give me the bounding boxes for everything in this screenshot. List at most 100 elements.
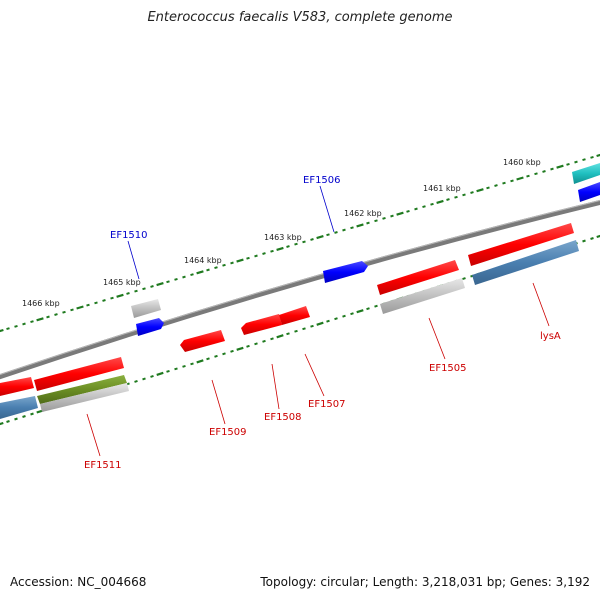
forward-tick	[190, 273, 194, 277]
kbp-ruler: 1460 kbp 1461 kbp 1462 kbp 1463 kbp 1464…	[22, 158, 541, 308]
forward-tick	[406, 209, 410, 213]
forward-tick	[70, 308, 74, 312]
forward-tick	[214, 266, 218, 270]
forward-tick	[6, 327, 10, 331]
forward-tick	[582, 158, 586, 162]
forward-tick	[286, 245, 290, 248]
gene-arrow-cyan[interactable]	[572, 163, 600, 184]
forward-tick	[510, 179, 514, 183]
forward-tick	[86, 303, 90, 307]
reverse-tick	[236, 346, 244, 351]
kbp-label-1465: 1465 kbp	[103, 278, 141, 287]
gene-label-ef1507[interactable]: EF1507	[308, 399, 346, 410]
forward-tick	[446, 198, 450, 201]
gene-arrow-ef1505[interactable]	[377, 260, 459, 295]
gene-arrow-ef1511[interactable]	[37, 375, 127, 404]
gene-arrow-ef1508[interactable]	[241, 314, 282, 335]
forward-tick	[102, 299, 106, 302]
forward-tick	[0, 328, 4, 333]
forward-tick	[134, 289, 138, 293]
forward-tick	[476, 188, 484, 193]
forward-tick	[350, 226, 354, 230]
reverse-tick	[590, 237, 594, 240]
forward-tick	[470, 191, 474, 194]
forward-tick	[270, 249, 274, 253]
forward-tick	[94, 301, 98, 305]
gene-label-ef1510[interactable]: EF1510	[110, 230, 148, 241]
forward-tick	[166, 280, 170, 284]
forward-tick	[334, 231, 338, 234]
gene-arrow-blue-topright[interactable]	[578, 182, 600, 202]
forward-tick	[574, 160, 578, 164]
reverse-tick	[230, 349, 234, 353]
reverse-tick	[6, 420, 10, 423]
gene-arrow-ef1506[interactable]	[323, 261, 368, 283]
forward-tick	[366, 221, 370, 225]
forward-tick	[76, 305, 84, 310]
reverse-tick	[350, 312, 354, 316]
reverse-tick	[286, 332, 290, 336]
reverse-tick	[214, 354, 218, 358]
forward-tick	[550, 167, 554, 171]
forward-tick	[294, 242, 298, 246]
reverse-tick	[596, 234, 600, 239]
gene-arrow-ef1510[interactable]	[136, 318, 164, 336]
gene-label-ef1509[interactable]: EF1509	[209, 427, 247, 438]
gene-label-ef1508[interactable]: EF1508	[264, 412, 302, 423]
forward-tick	[526, 174, 530, 178]
forward-tick	[326, 233, 330, 237]
gene-features	[0, 163, 600, 419]
gene-arrow-ef1507[interactable]	[279, 306, 310, 325]
kbp-label-1464: 1464 kbp	[184, 256, 222, 265]
gene-arrow-left-red-2[interactable]	[34, 357, 124, 391]
reverse-tick	[134, 379, 138, 383]
reverse-tick	[254, 342, 258, 346]
gene-label-ef1506[interactable]: EF1506	[303, 175, 341, 186]
forward-tick	[116, 293, 124, 298]
forward-tick	[230, 261, 234, 265]
forward-tick	[222, 263, 226, 267]
kbp-label-1466: 1466 kbp	[22, 299, 60, 308]
gene-arrow-ef1511-gray[interactable]	[40, 383, 129, 412]
reverse-tick	[366, 307, 370, 311]
map-title: Enterococcus faecalis V583, complete gen…	[147, 10, 453, 25]
gene-label-lysa[interactable]: lysA	[540, 331, 561, 342]
reverse-tick	[166, 369, 170, 373]
forward-tick	[110, 296, 114, 300]
forward-tick	[414, 207, 418, 211]
forward-tick	[196, 270, 204, 275]
forward-tick	[174, 277, 178, 281]
forward-tick	[236, 258, 244, 263]
kbp-label-1462: 1462 kbp	[344, 209, 382, 218]
forward-tick	[262, 252, 266, 255]
gene-arrow-lysa[interactable]	[468, 223, 574, 266]
kbp-label-1463: 1463 kbp	[264, 233, 302, 242]
reverse-tick	[190, 362, 194, 366]
reverse-tick	[276, 334, 284, 339]
forward-tick	[206, 268, 210, 272]
gene-arrow-left-red-1[interactable]	[0, 377, 34, 396]
gene-arrow-lysa-steel[interactable]	[472, 240, 579, 285]
forward-tick	[356, 223, 364, 228]
forward-tick	[276, 246, 284, 251]
reverse-tick	[206, 357, 210, 361]
gene-arrow-left-steel[interactable]	[0, 396, 38, 419]
gene-label-ef1511[interactable]: EF1511	[84, 460, 122, 471]
gene-arrow-ef1509[interactable]	[180, 330, 225, 352]
reverse-tick	[174, 367, 178, 371]
gene-label-ef1505[interactable]: EF1505	[429, 363, 467, 374]
forward-tick-track	[0, 153, 600, 333]
forward-tick	[534, 172, 538, 176]
forward-tick	[494, 184, 498, 187]
forward-tick	[62, 310, 66, 314]
reverse-tick	[156, 371, 164, 376]
kbp-label-1461: 1461 kbp	[423, 184, 461, 193]
forward-tick	[30, 320, 34, 324]
forward-tick	[382, 216, 386, 220]
gene-arrow-gray-1465[interactable]	[131, 299, 161, 318]
forward-tick	[254, 254, 258, 258]
gene-arrow-ef1505-gray[interactable]	[380, 278, 465, 314]
forward-tick	[36, 317, 44, 322]
forward-tick	[182, 275, 186, 279]
forward-tick	[342, 228, 346, 232]
